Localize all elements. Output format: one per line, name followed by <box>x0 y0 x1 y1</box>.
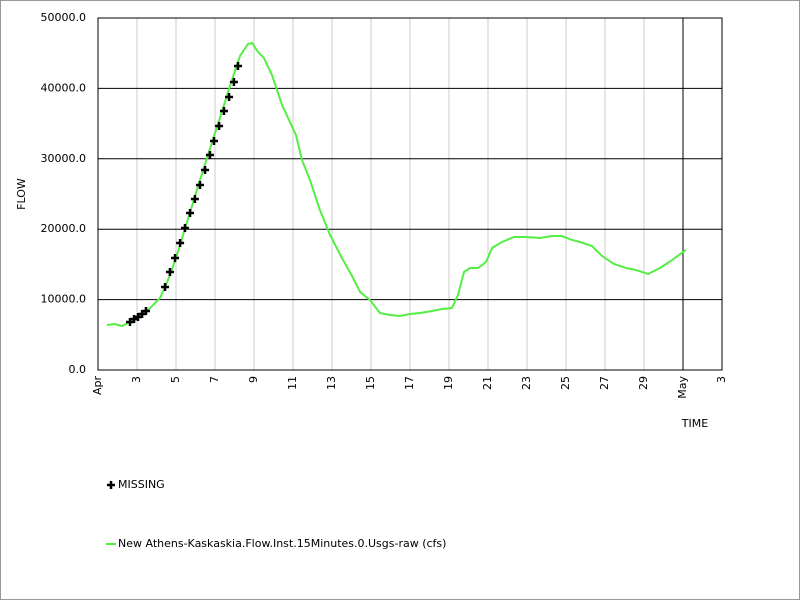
missing-marker <box>195 180 204 189</box>
missing-marker <box>215 121 224 130</box>
missing-marker <box>186 209 195 218</box>
x-tick-label: 19 <box>442 376 455 390</box>
x-tick-label: 29 <box>637 376 650 390</box>
legend-label: New Athens-Kaskaskia.Flow.Inst.15Minutes… <box>118 537 446 550</box>
x-tick-label: 5 <box>169 376 182 383</box>
x-tick-label: 21 <box>481 376 494 390</box>
y-tick-label: 0.0 <box>69 363 87 376</box>
missing-marker <box>205 150 214 159</box>
y-tick-label: 20000.0 <box>41 222 87 235</box>
x-tick-label: 3 <box>715 376 728 383</box>
x-tick-label: 25 <box>559 376 572 390</box>
missing-marker <box>225 92 234 101</box>
x-tick-label: 7 <box>208 376 221 383</box>
x-tick-label: 3 <box>130 376 143 383</box>
missing-marker <box>219 106 228 115</box>
x-axis-label: TIME <box>681 417 708 430</box>
x-tick-label: 15 <box>364 376 377 390</box>
y-tick-label: 40000.0 <box>41 81 87 94</box>
legend-swatch <box>107 481 115 489</box>
missing-marker <box>190 194 199 203</box>
missing-marker <box>210 136 219 145</box>
x-tick-label: 27 <box>598 376 611 390</box>
missing-marker <box>171 253 180 262</box>
legend-label: MISSING <box>118 478 165 491</box>
missing-marker <box>125 317 134 326</box>
x-tick-label: 23 <box>520 376 533 390</box>
missing-marker <box>133 312 142 321</box>
x-tick-label: 17 <box>403 376 416 390</box>
x-tick-label: 13 <box>325 376 338 390</box>
y-axis-label: FLOW <box>15 178 28 210</box>
missing-marker <box>165 268 174 277</box>
missing-marker <box>201 165 210 174</box>
missing-marker <box>141 307 150 316</box>
missing-marker <box>161 282 170 291</box>
x-tick-label: 9 <box>247 376 260 383</box>
missing-marker <box>234 62 243 71</box>
plot-frame <box>97 17 723 371</box>
x-tick-label: May <box>676 376 689 399</box>
y-tick-label: 10000.0 <box>41 293 87 306</box>
missing-marker <box>180 224 189 233</box>
x-tick-label: 11 <box>286 376 299 390</box>
y-tick-label: 50000.0 <box>41 11 87 24</box>
y-tick-label: 30000.0 <box>41 152 87 165</box>
missing-marker <box>229 77 238 86</box>
x-tick-label: Apr <box>91 376 104 396</box>
missing-marker <box>176 238 185 247</box>
